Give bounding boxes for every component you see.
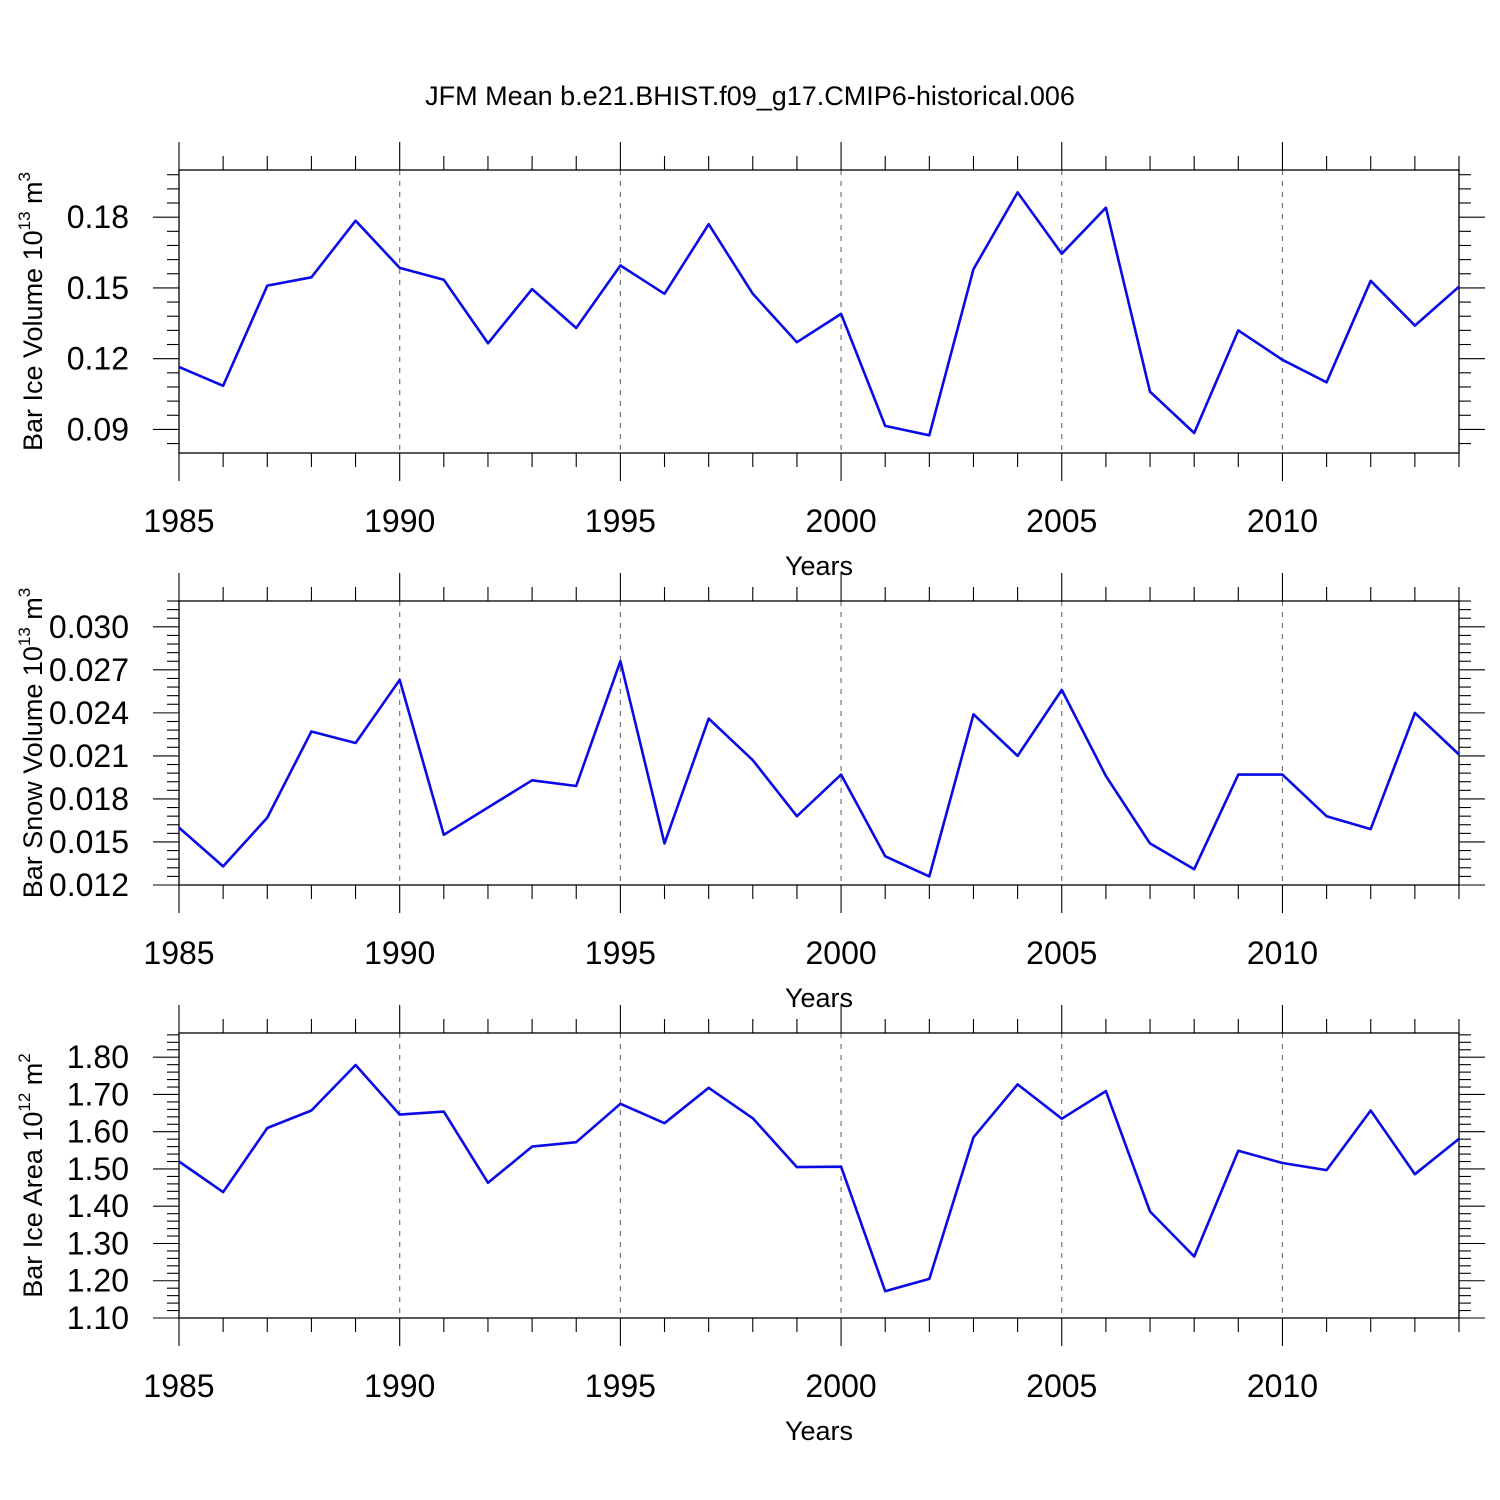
- y-axis-title-superscript: 2: [15, 1053, 34, 1062]
- y-tick-label: 1.60: [67, 1114, 129, 1150]
- x-axis-title: Years: [785, 1416, 853, 1446]
- x-tick-label: 1985: [143, 503, 214, 539]
- x-tick-label: 2000: [805, 935, 876, 971]
- y-tick-label: 1.30: [67, 1225, 129, 1261]
- y-axis-title-superscript: 12: [15, 1093, 34, 1112]
- y-tick-label: 1.10: [67, 1300, 129, 1336]
- x-tick-label: 1990: [364, 935, 435, 971]
- y-tick-label: 0.15: [67, 270, 129, 306]
- x-tick-label: 1985: [143, 1368, 214, 1404]
- x-tick-label: 2005: [1026, 935, 1097, 971]
- panel-snow-volume: 0.012 0.015 0.018 0.021 0.024 0.027 0.030 1985 1…: [15, 573, 1485, 1013]
- series-line: [178, 659, 1460, 878]
- x-tick-label: 1990: [364, 503, 435, 539]
- y-axis-title-part: Bar Ice Area 10: [18, 1112, 48, 1298]
- plot-frame: [178, 169, 1460, 454]
- x-axis-title: Years: [785, 551, 853, 581]
- y-tick-label: 0.024: [49, 695, 129, 731]
- series-line: [178, 191, 1460, 437]
- y-axis-title: Bar Ice Volume 1013 m3: [15, 172, 48, 451]
- x-tick-label: 1985: [143, 935, 214, 971]
- panel-ice-volume: 0.09 0.12 0.15 0.18 1985 1990 1995 2000 2005 2010…: [15, 142, 1485, 581]
- y-axis-title-part: Bar Ice Volume 10: [18, 230, 48, 451]
- y-tick-label: 0.12: [67, 341, 129, 377]
- x-tick-label: 1995: [585, 503, 656, 539]
- x-tick-label: 2000: [805, 503, 876, 539]
- y-tick-label: 1.20: [67, 1263, 129, 1299]
- panel-ice-area: 1.101.201.301.401.501.601.701.80 1985 1990…: [15, 1005, 1485, 1446]
- y-tick-label: 1.80: [67, 1039, 129, 1075]
- y-axis-title: Bar Snow Volume 1013 m3: [15, 588, 48, 899]
- series-line: [178, 1063, 1460, 1293]
- y-tick-label: 1.40: [67, 1188, 129, 1224]
- chart-title: JFM Mean b.e21.BHIST.f09_g17.CMIP6-histo…: [425, 81, 1075, 111]
- x-tick-label: 2005: [1026, 1368, 1097, 1404]
- plot-frame: [178, 600, 1460, 886]
- y-axis-title-part: m: [18, 1063, 48, 1093]
- y-tick-label: 0.015: [49, 824, 129, 860]
- y-tick-label: 0.018: [49, 781, 129, 817]
- x-tick-label: 1995: [585, 935, 656, 971]
- y-axis-title-superscript: 13: [15, 627, 34, 646]
- y-axis-title-superscript: 13: [15, 211, 34, 230]
- x-tick-label: 2005: [1026, 503, 1097, 539]
- y-axis-title-superscript: 3: [15, 588, 34, 597]
- x-tick-label: 1995: [585, 1368, 656, 1404]
- x-tick-label: 2000: [805, 1368, 876, 1404]
- y-tick-label: 0.18: [67, 199, 129, 235]
- x-axis-title: Years: [785, 983, 853, 1013]
- x-tick-label: 1990: [364, 1368, 435, 1404]
- y-tick-label: 0.09: [67, 411, 129, 447]
- x-tick-label: 2010: [1247, 1368, 1318, 1404]
- y-tick-label: 0.027: [49, 652, 129, 688]
- x-tick-label: 2010: [1247, 503, 1318, 539]
- y-tick-label: 0.021: [49, 738, 129, 774]
- y-axis-title-part: m: [18, 181, 48, 211]
- y-tick-label: 0.012: [49, 867, 129, 903]
- plot-frame: [178, 1032, 1460, 1319]
- y-axis-title-part: Bar Snow Volume 10: [18, 646, 48, 898]
- y-axis-title-superscript: 3: [15, 172, 34, 181]
- y-tick-label: 0.030: [49, 609, 129, 645]
- y-axis-title-part: m: [18, 597, 48, 627]
- x-tick-label: 2010: [1247, 935, 1318, 971]
- y-axis-title: Bar Ice Area 1012 m2: [15, 1053, 48, 1298]
- y-tick-label: 1.70: [67, 1076, 129, 1112]
- y-tick-label: 1.50: [67, 1151, 129, 1187]
